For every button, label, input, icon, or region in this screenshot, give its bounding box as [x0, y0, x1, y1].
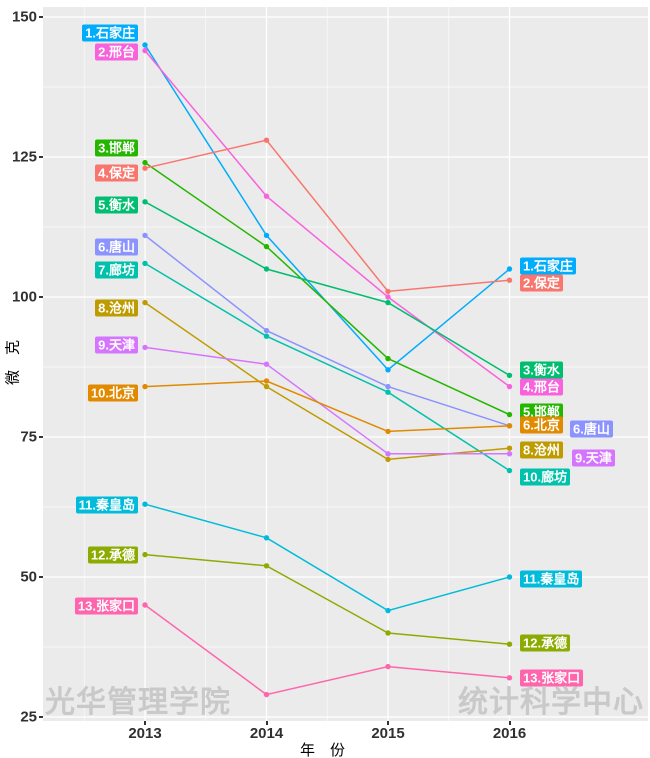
- data-point-沧州: [385, 456, 391, 463]
- watermark-left: 光华管理学院: [45, 686, 231, 719]
- watermark-right: 统计科学中心: [458, 686, 644, 719]
- data-point-保定: [506, 277, 513, 283]
- data-point-邯郸: [385, 355, 391, 362]
- data-point-北京: [506, 423, 513, 429]
- data-point-衡水: [506, 372, 513, 379]
- data-point-廊坊: [263, 333, 270, 339]
- data-point-保定: [385, 288, 391, 295]
- x-axis-title: 年 份: [300, 742, 346, 758]
- data-point-衡水: [142, 199, 148, 205]
- data-point-石家庄: [142, 42, 148, 48]
- data-point-廊坊: [385, 389, 391, 395]
- data-point-承德: [263, 563, 270, 569]
- data-point-石家庄: [506, 266, 513, 272]
- series-line-北京: [144, 380, 510, 433]
- series-line-张家口: [144, 604, 510, 696]
- data-point-承德: [506, 641, 513, 647]
- series-line-秦皇岛: [144, 503, 510, 612]
- series-line-邯郸: [144, 161, 510, 416]
- data-point-承德: [385, 630, 391, 636]
- series-line-邢台: [144, 50, 510, 388]
- data-point-衡水: [385, 299, 391, 306]
- data-point-邯郸: [263, 243, 270, 250]
- data-point-北京: [263, 378, 270, 384]
- data-point-张家口: [385, 663, 391, 670]
- data-point-廊坊: [142, 260, 148, 267]
- data-point-邢台: [142, 47, 148, 54]
- data-point-张家口: [263, 691, 270, 698]
- y-axis-title: 微 克: [4, 340, 22, 386]
- data-point-天津: [385, 451, 391, 457]
- data-point-唐山: [263, 327, 270, 334]
- data-point-秦皇岛: [385, 607, 391, 614]
- data-point-邢台: [263, 193, 270, 199]
- data-point-廊坊: [506, 467, 513, 474]
- data-point-沧州: [506, 445, 513, 451]
- data-point-天津: [142, 344, 148, 351]
- data-point-秦皇岛: [142, 501, 148, 507]
- data-point-保定: [142, 165, 148, 171]
- data-point-石家庄: [263, 232, 270, 239]
- data-point-邢台: [385, 294, 391, 300]
- series-line-承德: [144, 553, 510, 645]
- data-point-邢台: [506, 383, 513, 390]
- series-line-廊坊: [144, 262, 510, 472]
- data-point-承德: [142, 551, 148, 558]
- data-point-衡水: [263, 266, 270, 272]
- data-point-邯郸: [506, 411, 513, 418]
- data-point-北京: [385, 428, 391, 435]
- data-point-石家庄: [385, 367, 391, 373]
- data-point-天津: [263, 361, 270, 367]
- series-line-唐山: [144, 234, 510, 427]
- plot-panel: [43, 7, 648, 721]
- data-point-秦皇岛: [506, 574, 513, 580]
- series-line-天津: [144, 346, 510, 455]
- data-point-北京: [142, 383, 148, 390]
- data-point-沧州: [263, 383, 270, 390]
- data-point-天津: [506, 451, 513, 457]
- data-point-张家口: [142, 602, 148, 608]
- data-point-唐山: [142, 232, 148, 239]
- series-line-衡水: [144, 201, 510, 377]
- data-point-秦皇岛: [263, 535, 270, 541]
- series-line-保定: [144, 139, 510, 293]
- data-point-保定: [263, 137, 270, 143]
- data-point-张家口: [506, 675, 513, 681]
- data-point-唐山: [385, 383, 391, 390]
- data-point-邯郸: [142, 159, 148, 166]
- data-point-沧州: [142, 299, 148, 306]
